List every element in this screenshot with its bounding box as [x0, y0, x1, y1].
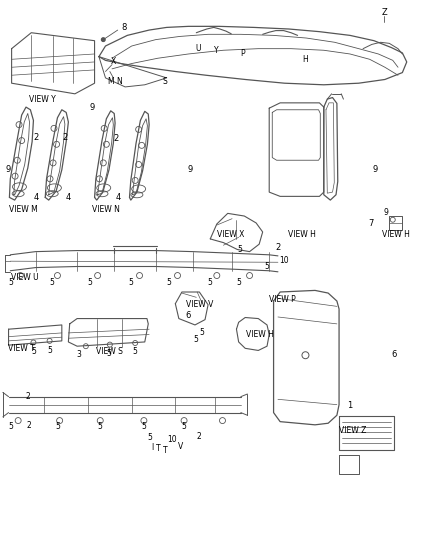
Text: 2: 2 — [25, 392, 30, 401]
Text: T: T — [163, 446, 168, 455]
Text: 5: 5 — [31, 347, 36, 356]
Text: 9: 9 — [188, 165, 193, 174]
Text: 2: 2 — [63, 133, 68, 142]
Text: 5: 5 — [265, 262, 269, 271]
Text: 2: 2 — [197, 432, 202, 441]
Text: 5: 5 — [47, 346, 52, 355]
Text: 5: 5 — [8, 423, 13, 431]
Text: VIEW H: VIEW H — [288, 230, 316, 239]
Text: 2: 2 — [114, 134, 119, 143]
Text: 5: 5 — [106, 349, 111, 358]
Text: T: T — [155, 444, 160, 453]
Text: M N: M N — [108, 77, 123, 86]
Text: 5: 5 — [141, 423, 146, 431]
Text: V: V — [178, 441, 184, 450]
Text: S: S — [162, 77, 167, 86]
Text: 2: 2 — [27, 422, 32, 430]
Text: Y: Y — [214, 46, 219, 55]
Text: 9: 9 — [372, 165, 378, 174]
Text: 5: 5 — [166, 278, 171, 287]
Text: 5: 5 — [88, 278, 93, 287]
Circle shape — [102, 38, 105, 42]
Text: 8: 8 — [121, 23, 127, 32]
Text: I: I — [152, 442, 154, 451]
Text: VIEW X: VIEW X — [217, 230, 244, 239]
Text: 4: 4 — [34, 193, 39, 202]
Text: VIEW T: VIEW T — [8, 344, 35, 353]
Text: 5: 5 — [207, 278, 212, 287]
Text: 5: 5 — [182, 423, 187, 431]
Text: 5: 5 — [148, 433, 152, 442]
Text: 3: 3 — [77, 350, 82, 359]
Text: 4: 4 — [116, 193, 121, 202]
Text: 7: 7 — [368, 220, 374, 229]
Text: 5: 5 — [199, 328, 204, 337]
Text: VIEW Y: VIEW Y — [29, 95, 56, 103]
Text: 9: 9 — [89, 103, 95, 111]
Text: 6: 6 — [186, 311, 191, 320]
Text: VIEW P: VIEW P — [269, 295, 296, 304]
Text: VIEW V: VIEW V — [186, 300, 213, 309]
Text: 4: 4 — [66, 193, 71, 202]
Text: 2: 2 — [276, 244, 281, 253]
Text: VIEW U: VIEW U — [11, 272, 39, 281]
Text: 5: 5 — [237, 245, 242, 254]
Text: VIEW H: VIEW H — [382, 230, 410, 239]
Text: 10: 10 — [279, 256, 289, 264]
Text: 1: 1 — [347, 401, 353, 410]
Text: VIEW Z: VIEW Z — [339, 426, 367, 434]
Text: X: X — [111, 58, 116, 67]
Text: 2: 2 — [33, 133, 38, 142]
Text: Z: Z — [381, 8, 387, 17]
Text: 5: 5 — [236, 278, 241, 287]
Text: 5: 5 — [128, 278, 133, 287]
Text: VIEW S: VIEW S — [95, 347, 122, 356]
Text: H: H — [303, 55, 308, 64]
Text: VIEW M: VIEW M — [9, 205, 38, 214]
Text: U: U — [195, 44, 201, 53]
Text: VIEW N: VIEW N — [92, 205, 120, 214]
Text: 5: 5 — [98, 423, 102, 431]
Text: 5: 5 — [133, 347, 138, 356]
Text: 9: 9 — [6, 165, 11, 174]
Text: 6: 6 — [391, 350, 396, 359]
Text: 10: 10 — [167, 435, 177, 443]
Text: 5: 5 — [194, 335, 199, 344]
Text: 5: 5 — [50, 278, 55, 287]
Text: 5: 5 — [55, 423, 60, 431]
Text: 9: 9 — [384, 208, 389, 217]
Text: 5: 5 — [8, 278, 13, 287]
Text: VIEW H: VIEW H — [246, 330, 274, 339]
Text: P: P — [240, 50, 244, 59]
